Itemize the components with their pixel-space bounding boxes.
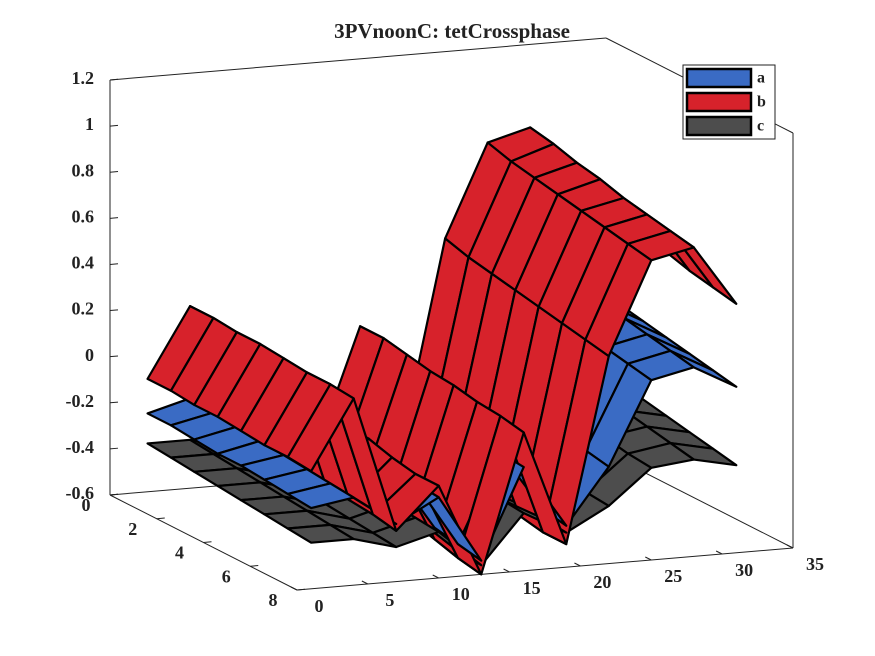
z-tick-label: 0.8 [72,160,95,180]
y-tick-label: 6 [222,566,231,586]
x-tick [503,568,510,573]
legend-swatch [685,115,753,137]
y-tick [156,517,165,520]
surface-patch [584,242,653,358]
z-tick [109,309,119,312]
z-tick-label: -0.4 [66,437,95,457]
box-edge [109,37,607,81]
x-tick [432,574,439,579]
y-tick-label: 8 [269,590,278,610]
legend: abc [682,64,776,140]
y-tick [203,541,212,543]
x-axis [296,547,794,591]
x-tick [645,556,652,561]
z-tick [109,401,119,404]
x-tick-label: 5 [385,590,394,610]
z-tick [109,355,119,358]
y-tick [296,588,306,591]
z-tick [109,263,119,265]
z-tick-label: 0 [85,345,94,365]
y-tick [109,493,119,496]
z-tick-label: -0.6 [66,483,95,503]
legend-label: c [757,118,764,135]
z-tick [109,447,119,450]
z-tick [109,124,119,127]
x-tick-label: 0 [315,596,324,616]
x-tick-label: 30 [735,560,753,580]
chart-title: 3PVnoonC: tetCrossphase [334,19,570,43]
surface-patch [286,383,355,473]
y-tick-label: 0 [82,495,91,515]
z-tick-label: 1.2 [72,68,95,88]
y-tick-label: 2 [128,519,137,539]
x-tick [361,580,369,585]
legend-label: a [757,70,765,87]
z-tick [109,78,119,81]
surfaces [146,126,738,576]
x-tick-label: 25 [664,566,682,586]
z-tick-label: 0.6 [72,206,95,226]
z-tick [109,171,119,173]
x-tick [290,586,298,591]
legend-label: b [757,94,766,111]
x-tick-label: 35 [806,554,824,574]
y-tick-label: 4 [175,543,184,563]
y-tick [250,565,259,567]
x-tick-label: 10 [452,584,470,604]
x-tick-label: 15 [523,578,541,598]
z-tick-label: 1 [85,114,94,134]
z-tick-label: -0.2 [66,391,95,411]
x-tick [574,562,581,567]
surface-patch [286,482,355,510]
x-tick-label: 20 [593,572,611,592]
legend-swatch [685,67,753,89]
legend-swatch [685,91,753,113]
z-tick-label: 0.2 [72,299,95,319]
z-tick-label: 0.4 [72,253,95,273]
z-tick [109,217,119,219]
surface-patch [286,523,355,544]
x-tick [715,550,723,555]
x-tick [786,544,794,549]
